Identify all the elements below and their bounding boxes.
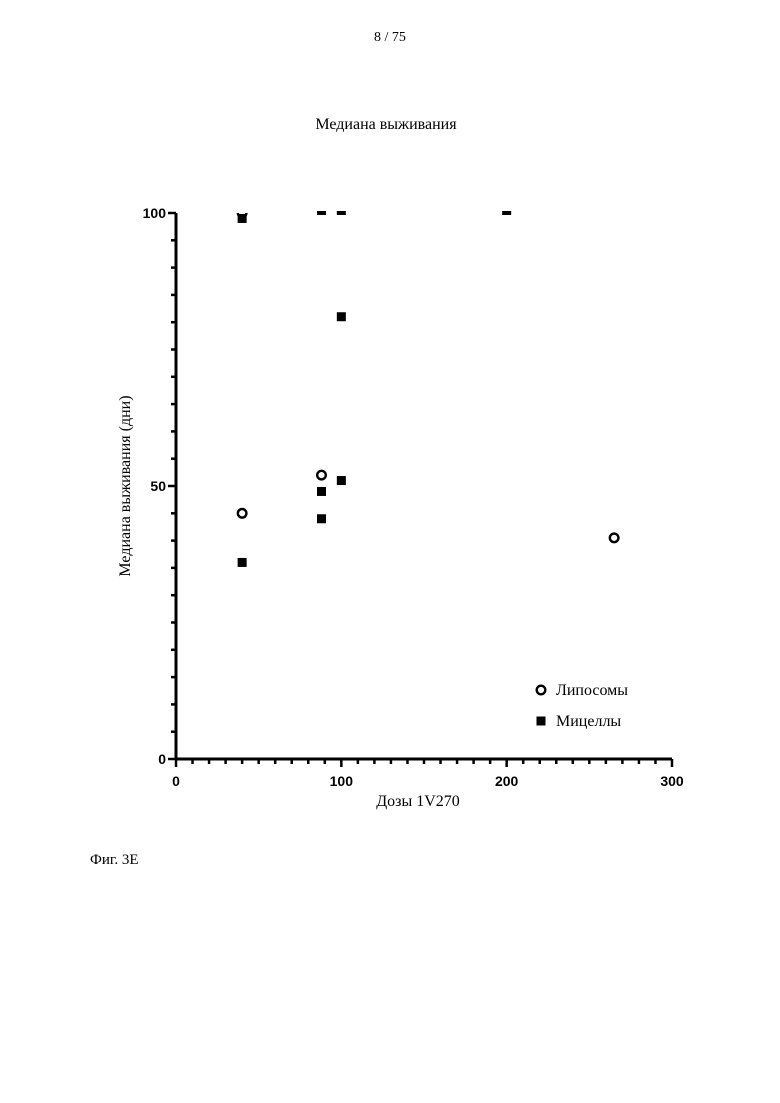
data-point-micelle xyxy=(502,211,511,215)
data-point-liposome xyxy=(610,534,619,543)
legend-label: Мицеллы xyxy=(556,713,621,730)
y-tick-label: 0 xyxy=(158,751,166,767)
data-points xyxy=(238,211,619,567)
legend-marker xyxy=(537,717,546,726)
x-tick-label: 200 xyxy=(495,773,519,789)
data-point-liposome xyxy=(238,509,247,518)
chart-title: Медиана выживания xyxy=(315,116,457,133)
data-point-micelle xyxy=(337,476,346,485)
x-tick-label: 0 xyxy=(172,773,180,789)
data-point-micelle xyxy=(317,514,326,523)
x-axis-label: Дозы 1V270 xyxy=(376,793,460,810)
data-point-micelle xyxy=(238,214,247,223)
x-tick-label: 100 xyxy=(330,773,354,789)
legend: Липосомы Мицеллы xyxy=(537,682,629,730)
data-point-micelle xyxy=(317,211,326,215)
x-tick-label: 300 xyxy=(660,773,684,789)
data-point-micelle xyxy=(238,558,247,567)
axes: 0 50 100 0 100 200 300 xyxy=(143,205,684,789)
y-tick-label: 100 xyxy=(143,205,167,221)
y-axis-label: Медиана выживания (дни) xyxy=(117,395,134,576)
legend-marker xyxy=(537,686,546,695)
data-point-micelle xyxy=(317,487,326,496)
data-point-micelle xyxy=(337,312,346,321)
data-point-liposome xyxy=(317,471,326,480)
y-tick-label: 50 xyxy=(150,478,166,494)
data-point-micelle xyxy=(337,211,346,215)
legend-label: Липосомы xyxy=(556,682,628,699)
figure-caption: Фиг. 3E xyxy=(90,852,139,869)
